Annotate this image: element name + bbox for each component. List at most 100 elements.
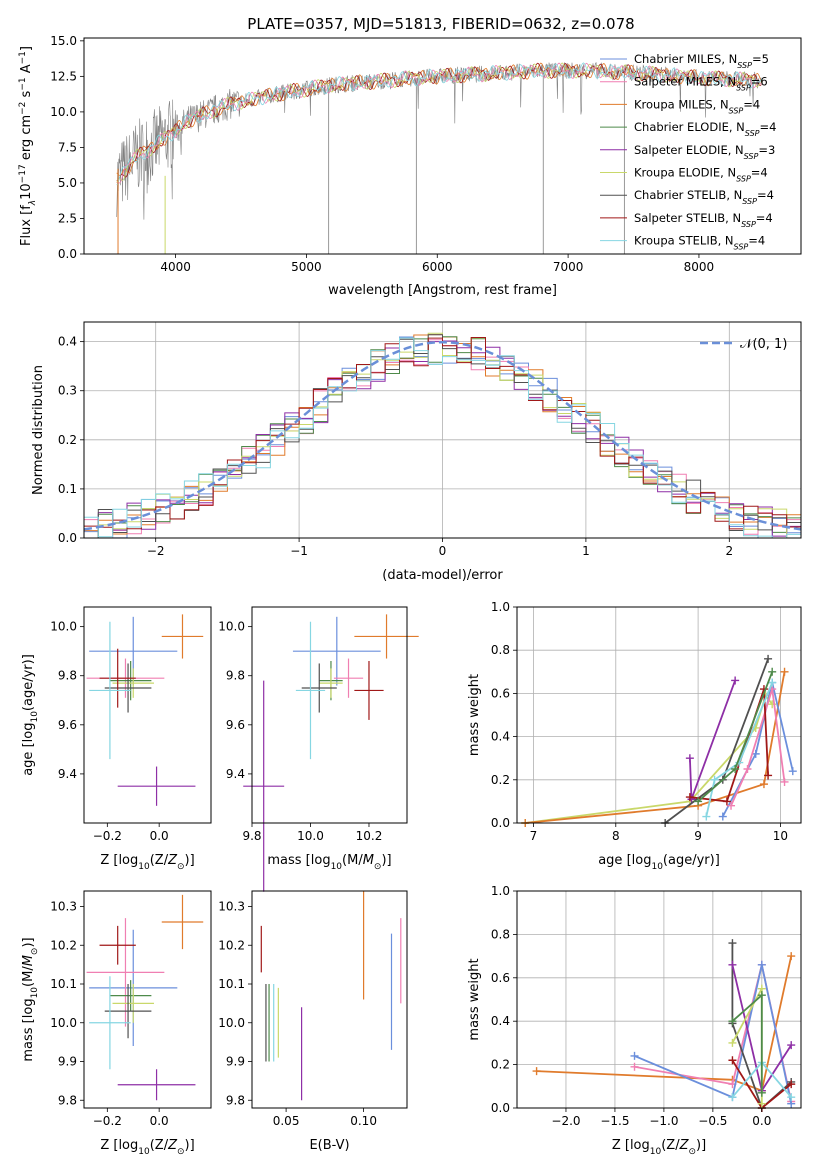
x-tick-label: 10.2 [356, 829, 383, 843]
weight-marker-salpeter_elodie [685, 754, 694, 763]
weight-marker-salpeter_miles [727, 801, 736, 810]
weight-marker-kroupa_stelib [728, 1093, 737, 1102]
spectrum-legend: Chabrier MILES, NSSP=5 Salpeter MILES, NS… [600, 52, 776, 251]
y-tick-label: 9.6 [226, 718, 245, 732]
age-vs-Z-panel: −0.2 0.0 9.4 9.6 9.8 10.0 Z [log10(Z/Z⊙)] age [… [21, 606, 212, 872]
x-tick-label: 0.0 [150, 829, 169, 843]
age-vs-Z-ylabel: age [log10(age/yr)] [21, 654, 40, 776]
x-tick-label: 4000 [160, 260, 191, 274]
weight-marker-chabrier_miles [757, 960, 766, 969]
legend-label-salpeter_elodie: Salpeter ELODIE, NSSP=3 [634, 143, 775, 161]
weight-marker-salpeter_elodie [787, 1041, 796, 1050]
weight-marker-kroupa_miles [780, 667, 789, 676]
legend-label-kroupa_miles: Kroupa MILES, NSSP=4 [634, 97, 760, 115]
weight-marker-chabrier_miles [718, 812, 727, 821]
mass-weight-vs-age-ylabel: mass weight [467, 674, 482, 756]
mass-vs-Z-panel: −0.2 0.0 9.8 9.9 10.0 10.1 10.2 10.3 Z [log10(Z/… [21, 890, 212, 1157]
weight-marker-chabrier_elodie [731, 765, 740, 773]
y-tick-label: 9.8 [58, 669, 77, 683]
y-tick-label: 0.6 [491, 971, 510, 985]
weight-marker-salpeter_elodie [728, 960, 737, 969]
spectrum-ylabel: Flux [fλ10−17 erg cm−2 s−1 A−1] [18, 46, 38, 246]
legend-label-kroupa_elodie: Kroupa ELODIE, NSSP=4 [634, 166, 768, 184]
gaussian-legend-label: 𝒩(0, 1) [740, 337, 787, 352]
axes-frame [516, 606, 802, 824]
axes-frame [83, 606, 212, 824]
y-tick-label: 9.8 [58, 1093, 77, 1107]
weight-line-kroupa_miles [525, 671, 786, 824]
weight-marker-kroupa_miles [759, 780, 768, 789]
y-tick-label: 10.3 [50, 900, 77, 914]
mass-vs-EBV-panel: 0.05 0.10 9.8 9.9 10.0 10.1 10.2 10.3 E(B-V) [218, 890, 408, 1153]
weight-marker-kroupa_elodie [757, 1099, 766, 1108]
spectrum-panel: 4000 5000 6000 7000 8000 0.0 2.5 5.0 7.5 10.0 12.5… [18, 34, 802, 298]
y-tick-label: 0.6 [491, 686, 510, 700]
x-tick-label: 0 [439, 544, 447, 558]
age-vs-Z-xlabel: Z [log10(Z/Z⊙)] [100, 853, 194, 872]
age-vs-mass-xlabel: mass [log10(M/M⊙)] [267, 853, 391, 872]
x-tick-label: 0.0 [752, 1114, 771, 1128]
weight-marker-chabrier_elodie [768, 667, 777, 676]
x-tick-label: −0.5 [698, 1114, 727, 1128]
axes-frame [516, 890, 802, 1109]
spectrum-xlabel: wavelength [Angstrom, rest frame] [328, 283, 557, 298]
weight-marker-salpeter_miles [780, 777, 789, 786]
figure-title: PLATE=0357, MJD=51813, FIBERID=0632, z=0… [247, 15, 634, 33]
x-tick-label: −1.5 [600, 1114, 629, 1128]
x-tick-label: 0.0 [150, 1114, 169, 1128]
mass-weight-vs-age-panel: 7 8 9 10 0.0 0.2 0.4 0.6 0.8 1.0 age [log10(age/yr… [467, 600, 802, 872]
y-tick-label: 9.9 [226, 1055, 245, 1069]
x-tick-label: 7000 [553, 260, 584, 274]
weight-marker-chabrier_elodie [757, 991, 766, 1000]
y-tick-label: 0.4 [58, 335, 77, 349]
spectrum-model-salpeter_miles [116, 62, 762, 184]
weight-marker-salpeter_stelib [787, 1080, 796, 1089]
weight-marker-chabrier_stelib [728, 939, 737, 948]
residuals-plot-area [84, 332, 801, 538]
weight-marker-salpeter_stelib [685, 793, 694, 802]
y-tick-label: 0.0 [491, 816, 510, 830]
residuals-xlabel: (data-model)/error [382, 568, 503, 583]
x-tick-label: 10.0 [297, 829, 324, 843]
y-tick-label: 15.0 [50, 34, 77, 48]
spectrum-plot-area [116, 62, 762, 254]
x-tick-label: 7 [530, 829, 538, 843]
weight-marker-chabrier_stelib [764, 654, 773, 663]
weight-line-salpeter_miles [730, 688, 786, 807]
legend-label-chabrier_stelib: Chabrier STELIB, NSSP=4 [634, 188, 774, 206]
y-tick-label: 10.2 [50, 938, 77, 952]
x-tick-label: 2 [725, 544, 733, 558]
x-tick-label: 8 [612, 829, 620, 843]
y-tick-label: 5.0 [58, 176, 77, 190]
x-tick-label: −2 [147, 544, 165, 558]
x-tick-label: 9.8 [242, 829, 261, 843]
x-tick-label: 6000 [422, 260, 453, 274]
weight-line-kroupa_elodie [525, 693, 773, 824]
y-tick-label: 9.4 [58, 767, 77, 781]
y-tick-label: 10.1 [218, 977, 245, 991]
mass-vs-EBV-xlabel: E(B-V) [309, 1138, 349, 1153]
weight-marker-chabrier_miles [788, 767, 797, 776]
weight-marker-chabrier_elodie [757, 1088, 766, 1097]
plots-layer: 4000 5000 6000 7000 80000.02.55.07.510.012.5… [18, 34, 802, 1157]
weight-line-kroupa_stelib [705, 682, 774, 817]
y-tick-label: 0.1 [58, 482, 77, 496]
weight-marker-salpeter_stelib [764, 771, 773, 780]
x-tick-label: −2.0 [551, 1114, 580, 1128]
y-tick-label: 0.2 [58, 433, 77, 447]
mass-weight-vs-Z-panel: −2.0 −1.5 −1.0 −0.5 0.0 0.0 0.2 0.4 0.6 0.8 1.0 Z [… [467, 884, 802, 1157]
axes-frame [251, 606, 408, 824]
x-tick-label: 5000 [291, 260, 322, 274]
mass-weight-vs-age-xlabel: age [log10(age/yr)] [598, 853, 720, 872]
weight-marker-kroupa_stelib [787, 1093, 796, 1102]
x-tick-label: −1.0 [649, 1114, 678, 1128]
y-tick-label: 0.2 [491, 1058, 510, 1072]
y-tick-label: 10.0 [218, 1016, 245, 1030]
residuals-ylabel: Normed distribution [31, 365, 46, 495]
legend-label-salpeter_stelib: Salpeter STELIB, NSSP=4 [634, 211, 773, 229]
weight-line-salpeter_elodie [689, 680, 736, 800]
y-tick-label: 12.5 [50, 69, 77, 83]
x-tick-label: 0.05 [273, 1114, 300, 1128]
x-tick-label: −1 [290, 544, 308, 558]
y-tick-label: 1.0 [491, 884, 510, 898]
